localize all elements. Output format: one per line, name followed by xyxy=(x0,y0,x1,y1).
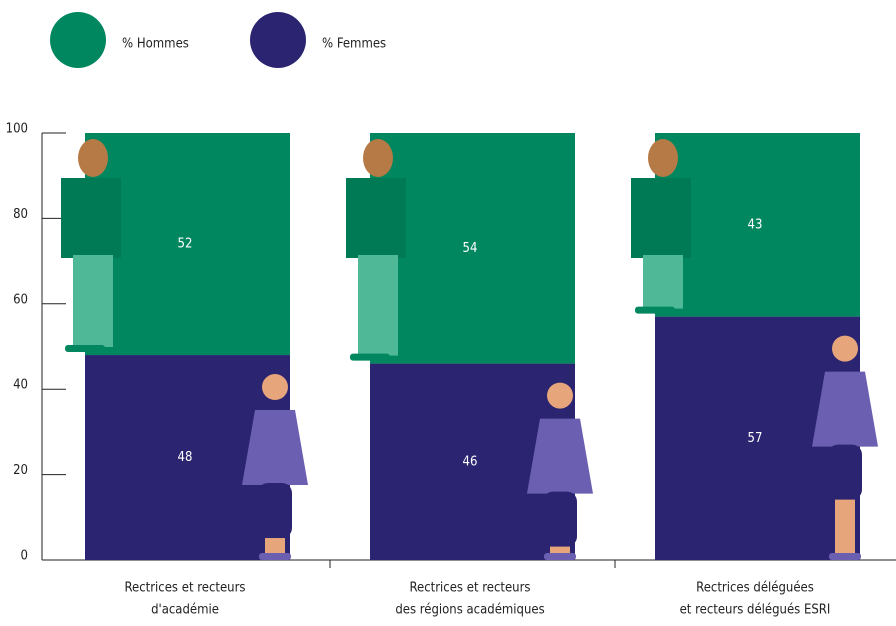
y-tick-label: 100 xyxy=(6,122,28,137)
man-body xyxy=(61,178,121,258)
man-shoe xyxy=(350,353,390,361)
value-label: 48 xyxy=(178,450,193,465)
man-head xyxy=(78,139,108,177)
value-label: 57 xyxy=(748,431,763,446)
woman-shoes xyxy=(829,553,861,560)
woman-shoes xyxy=(259,553,291,560)
man-legs xyxy=(643,255,683,309)
legend-swatch xyxy=(250,12,306,68)
value-label: 46 xyxy=(463,454,478,469)
woman-top xyxy=(242,410,308,486)
y-tick-label: 40 xyxy=(13,378,28,393)
woman-head xyxy=(547,382,573,409)
man-body xyxy=(631,178,691,258)
woman-figure xyxy=(812,335,878,560)
value-label: 54 xyxy=(463,241,478,256)
man-legs xyxy=(73,255,113,348)
value-label: 52 xyxy=(178,237,193,252)
woman-skirt xyxy=(543,491,577,547)
woman-figure xyxy=(242,374,308,560)
woman-legs xyxy=(265,538,285,555)
x-tick-label: et recteurs délégués ESRI xyxy=(680,603,831,618)
woman-legs xyxy=(835,499,855,555)
man-shoe xyxy=(635,306,675,314)
man-shoe xyxy=(65,345,105,353)
man-legs xyxy=(358,255,398,356)
man-head xyxy=(648,139,678,177)
y-tick-label: 80 xyxy=(13,207,28,222)
legend-swatch xyxy=(50,12,106,68)
woman-head xyxy=(832,335,858,362)
man-head xyxy=(363,139,393,177)
woman-head xyxy=(262,374,288,401)
man-body xyxy=(346,178,406,258)
woman-top xyxy=(527,418,593,494)
y-tick-label: 0 xyxy=(21,549,28,564)
woman-legs xyxy=(550,546,570,555)
woman-shoes xyxy=(544,553,576,560)
legend-label: % Femmes xyxy=(322,37,386,52)
value-label: 43 xyxy=(748,217,763,232)
man-figure xyxy=(61,139,121,353)
man-figure xyxy=(346,139,406,361)
woman-top xyxy=(812,371,878,447)
y-tick-label: 60 xyxy=(13,292,28,307)
man-figure xyxy=(631,139,691,314)
woman-skirt xyxy=(258,483,292,539)
x-tick-label: des régions académiques xyxy=(395,603,544,618)
legend-label: % Hommes xyxy=(122,37,189,52)
x-tick-label: Rectrices déléguées xyxy=(696,581,814,596)
x-tick-label: Rectrices et recteurs xyxy=(125,581,246,596)
woman-figure xyxy=(527,382,593,560)
y-tick-label: 20 xyxy=(13,463,28,478)
x-tick-label: Rectrices et recteurs xyxy=(410,581,531,596)
woman-skirt xyxy=(828,444,862,500)
x-tick-label: d'académie xyxy=(151,603,219,618)
